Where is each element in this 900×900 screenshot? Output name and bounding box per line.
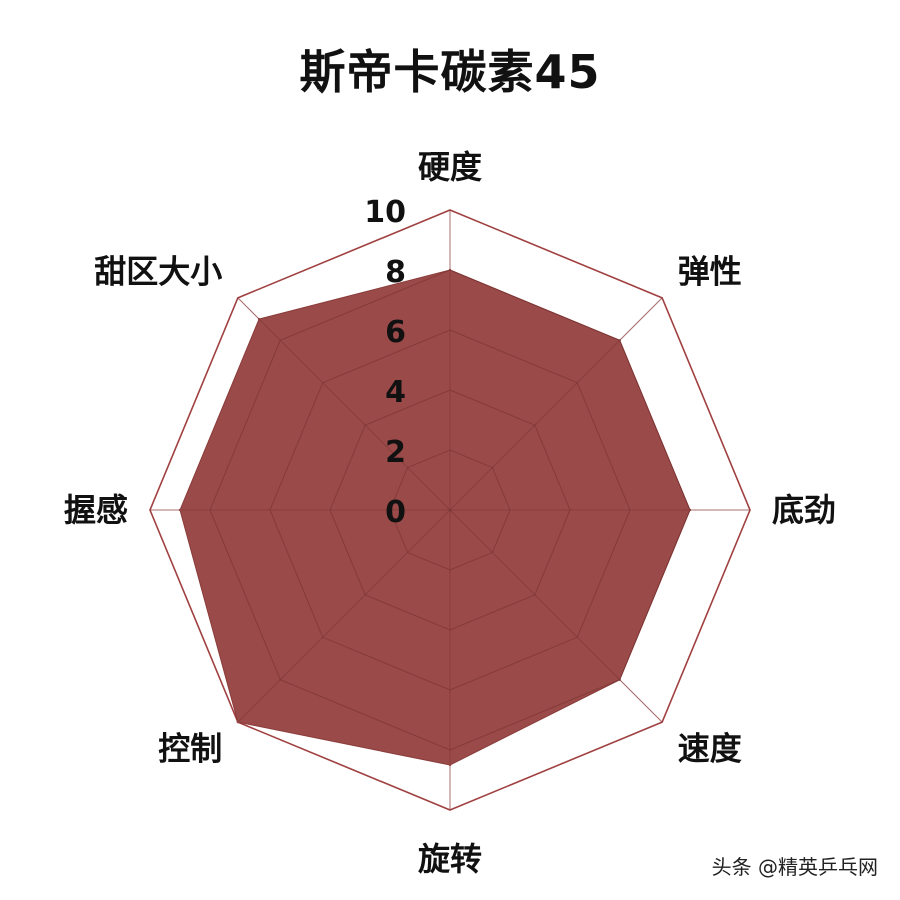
data-point-8 (257, 317, 261, 321)
chart-title: 斯帝卡碳素45 (299, 45, 601, 99)
data-point-3 (688, 508, 692, 512)
axis-label-3: 底劲 (772, 491, 836, 529)
spoke-line-overlay (237, 509, 451, 723)
radial-tick-label: 6 (385, 315, 406, 350)
data-point-6 (236, 720, 240, 724)
grid-ring-8 (209, 269, 691, 751)
axis-label-8: 甜区大小 (94, 252, 222, 290)
radar-inner-grid (150, 210, 750, 810)
radial-tick-labels: 0 2 4 6 8 10 (364, 195, 406, 530)
grid-ring-4 (329, 389, 571, 631)
data-point-2 (618, 339, 621, 342)
grid-ring-2 (389, 449, 511, 571)
axis-label-5: 旋转 (418, 840, 482, 878)
radial-tick-label: 8 (385, 255, 406, 290)
axis-label-1: 硬度 (418, 148, 482, 186)
data-point-1 (448, 268, 452, 272)
radar-series (178, 268, 692, 767)
spoke-line-overlay (237, 297, 451, 511)
axis-label-7: 握感 (64, 491, 128, 529)
radial-tick-label: 10 (364, 195, 406, 230)
axis-label-6: 控制 (158, 730, 222, 768)
grid-ring-6 (269, 329, 631, 691)
spoke-line-overlay (449, 509, 663, 723)
data-point-5 (448, 763, 452, 767)
axis-label-2: 弹性 (678, 252, 742, 290)
axis-label-4: 速度 (678, 730, 742, 768)
data-point-4 (618, 678, 621, 681)
spoke-line-overlay (449, 297, 663, 511)
watermark: 头条 @精英乒乓网 (711, 855, 878, 879)
radial-tick-label: 2 (385, 435, 406, 470)
radial-tick-label: 0 (385, 495, 406, 530)
series-area (179, 269, 691, 766)
radial-tick-label: 4 (385, 375, 406, 410)
data-point-7 (178, 508, 182, 512)
